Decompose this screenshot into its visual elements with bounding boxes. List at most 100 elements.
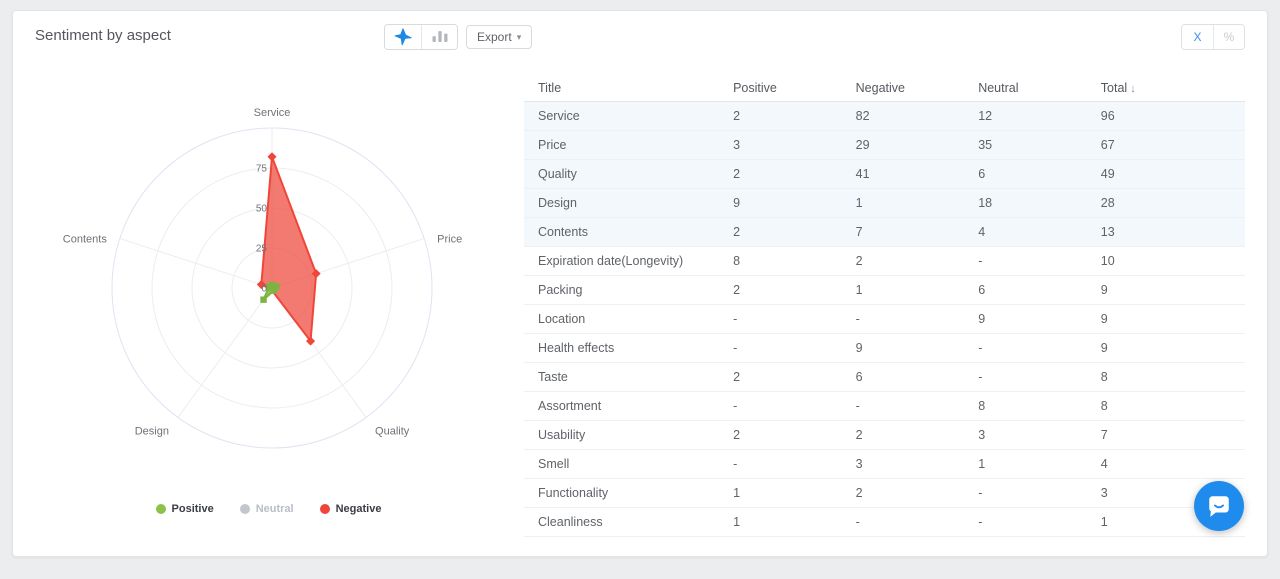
cell-total: 8 [1101,391,1245,420]
legend-item-negative[interactable]: Negative [320,503,382,515]
cell-negative: 6 [856,362,979,391]
column-header-negative[interactable]: Negative [856,75,979,101]
absolute-values-button[interactable]: X [1182,25,1213,49]
cell-neutral: - [978,362,1101,391]
card-header: Sentiment by aspect Export [13,11,1267,69]
legend-dot [320,504,330,514]
legend-label: Negative [336,503,382,515]
legend-dot [156,504,166,514]
cell-positive: - [733,333,856,362]
column-header-title[interactable]: Title [524,75,733,101]
cell-positive: - [733,449,856,478]
cell-neutral: 1 [978,449,1101,478]
cell-positive: 8 [733,246,856,275]
column-header-total[interactable]: Total ↓ [1101,75,1245,101]
cell-title: Location [524,304,733,333]
axis-label-service: Service [254,107,291,119]
sentiment-by-aspect-card: Sentiment by aspect Export [12,10,1268,557]
axis-label-quality: Quality [375,425,410,437]
cell-neutral: - [978,333,1101,362]
cell-neutral: - [978,507,1101,536]
bar-chart-icon [430,27,450,47]
cell-negative: 3 [856,449,979,478]
cell-neutral: 6 [978,275,1101,304]
radar-view-button[interactable] [385,25,421,49]
cell-total: 13 [1101,217,1245,246]
cell-positive: 1 [733,507,856,536]
cell-negative: 7 [856,217,979,246]
cell-neutral: 35 [978,130,1101,159]
radar-chart-icon [393,27,413,47]
cell-title: Design [524,188,733,217]
axis-label-price: Price [437,234,462,246]
table-row[interactable]: Health effects-9-9 [524,333,1245,362]
cell-positive: 2 [733,101,856,130]
legend-item-positive[interactable]: Positive [156,503,214,515]
cell-positive: 9 [733,188,856,217]
axis-label-design: Design [135,425,169,437]
cell-negative: 1 [856,188,979,217]
caret-down-icon: ▾ [517,32,522,43]
column-header-neutral[interactable]: Neutral [978,75,1101,101]
cell-neutral: 3 [978,420,1101,449]
cell-total: 28 [1101,188,1245,217]
legend-label: Positive [172,503,214,515]
percent-values-button[interactable]: % [1213,25,1244,49]
cell-negative: 2 [856,246,979,275]
cell-negative: - [856,507,979,536]
cell-title: Functionality [524,478,733,507]
cell-negative: 2 [856,420,979,449]
cell-title: Taste [524,362,733,391]
cell-positive: 2 [733,159,856,188]
cell-positive: 1 [733,478,856,507]
chart-toolbar: Export ▾ [384,24,532,50]
cell-positive: 2 [733,217,856,246]
cell-total: 96 [1101,101,1245,130]
cell-positive: - [733,391,856,420]
cell-negative: - [856,304,979,333]
cell-positive: 2 [733,275,856,304]
column-header-positive[interactable]: Positive [733,75,856,101]
cell-negative: 82 [856,101,979,130]
cell-negative: 9 [856,333,979,362]
bar-view-button[interactable] [421,25,457,49]
cell-title: Usability [524,420,733,449]
export-button[interactable]: Export ▾ [466,25,532,49]
cell-total: 9 [1101,275,1245,304]
cell-total: 9 [1101,333,1245,362]
cell-title: Service [524,101,733,130]
legend-dot [240,504,250,514]
legend-item-neutral[interactable]: Neutral [240,503,294,515]
cell-neutral: 12 [978,101,1101,130]
cell-neutral: - [978,478,1101,507]
chat-launcher-button[interactable] [1194,481,1244,531]
chat-bubble-icon [1206,493,1232,519]
cell-total: 8 [1101,362,1245,391]
cell-title: Packing [524,275,733,304]
cell-positive: - [733,304,856,333]
svg-text:50: 50 [256,204,268,215]
cell-negative: 1 [856,275,979,304]
cell-neutral: 6 [978,159,1101,188]
cell-total: 7 [1101,420,1245,449]
